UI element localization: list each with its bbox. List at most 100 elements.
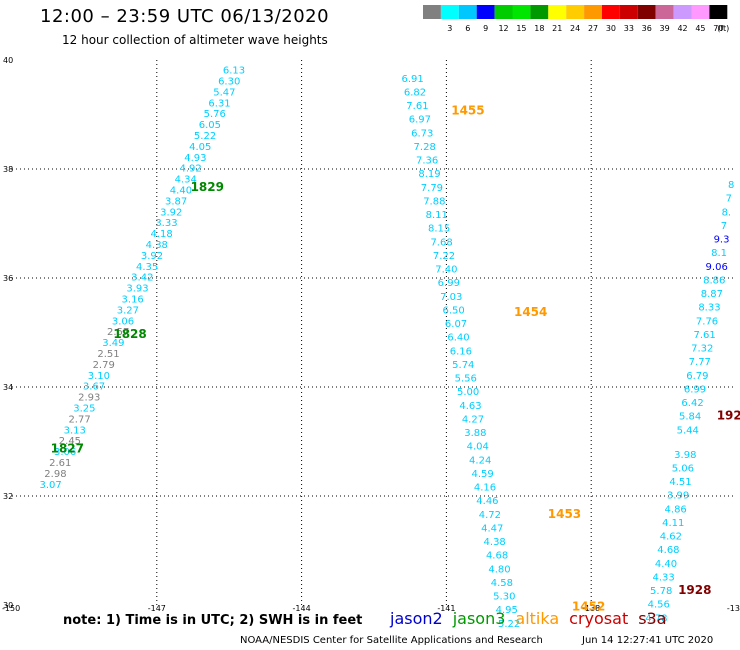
pass-time-label: 1452: [572, 599, 605, 613]
wave-height-value: 2.51: [97, 349, 119, 360]
wave-height-value: 5.30: [493, 592, 515, 603]
footer-note: note: 1) Time is in UTC; 2) SWH is in fe…: [63, 613, 363, 628]
wave-height-value: 4.72: [479, 510, 501, 521]
wave-height-value: 3.13: [64, 425, 86, 436]
wave-height-value: 3.25: [73, 404, 95, 415]
pass-time-label: 1829: [191, 180, 224, 194]
wave-height-value: 3.67: [83, 382, 105, 393]
wave-height-value: 2.98: [44, 469, 66, 480]
scale-swatch: [476, 5, 495, 19]
scale-swatch: [691, 5, 710, 19]
wave-height-value: 4.59: [471, 469, 493, 480]
lat-tick-label: 38: [3, 165, 13, 174]
wave-height-value: 5.84: [679, 412, 701, 423]
wave-height-value: 6.05: [199, 120, 221, 131]
wave-height-value: 6.82: [404, 87, 426, 98]
lat-tick-label: 34: [3, 383, 13, 392]
wave-height-value: 6.40: [447, 333, 469, 344]
pass-time-label: 192: [717, 409, 740, 423]
wave-height-value: 4.62: [660, 532, 682, 543]
lon-tick-label: -141: [437, 604, 455, 613]
wave-height-value: 7.36: [416, 156, 438, 167]
wave-height-value: 4.80: [488, 564, 510, 575]
scale-swatch: [566, 5, 585, 19]
pass-time-label: 1454: [514, 305, 547, 319]
wave-height-value: 7.22: [433, 251, 455, 262]
wave-height-value: 4.92: [179, 164, 201, 175]
wave-height-value: 4.18: [150, 229, 172, 240]
wave-height-value: 4.40: [170, 186, 192, 197]
wave-height-value: 8.1: [711, 248, 727, 259]
wave-height-value: 3.99: [667, 491, 689, 502]
legend-jason2: jason2: [390, 609, 443, 628]
wave-height-value: 6.42: [681, 398, 703, 409]
wave-height-value: 7.40: [435, 265, 457, 276]
wave-height-value: 4.58: [491, 578, 513, 589]
scale-swatch: [637, 5, 656, 19]
wave-height-value: 4.56: [648, 600, 670, 611]
wave-height-value: 6.16: [450, 346, 472, 357]
scale-label: 6: [465, 24, 470, 33]
lat-tick-label: 32: [3, 492, 13, 501]
lon-tick-label: -150: [2, 604, 20, 613]
wave-height-value: 4.38: [146, 240, 168, 251]
wave-height-value: 8.86: [703, 275, 725, 286]
lat-tick-label: 30: [3, 601, 13, 610]
scale-label: 33: [624, 24, 634, 33]
scale-swatch: [602, 5, 620, 19]
wave-height-value: 6.99: [684, 384, 706, 395]
scale-swatch: [512, 5, 531, 19]
wave-height-value: 7.88: [423, 196, 445, 207]
scale-swatch: [548, 5, 567, 19]
wave-height-value: 4.86: [665, 504, 687, 515]
satellite-legend: jason2 jason3 altika cryosat s3a: [390, 609, 677, 628]
wave-height-value: 4.78: [645, 613, 667, 624]
wave-height-value: 5.22: [498, 619, 520, 630]
wave-height-value: 4.33: [652, 572, 674, 583]
scale-swatch: [423, 5, 441, 19]
wave-height-value: 7.61: [406, 101, 428, 112]
wave-height-value: 5.22: [194, 131, 216, 142]
wave-height-value: 3.92: [141, 251, 163, 262]
color-scale-legend: 3 6 9 12 15 18 21 24 27 30 33 36 39 42 45 70(ft): [423, 5, 729, 33]
wave-height-value: 6.73: [411, 128, 433, 139]
scale-label: 39: [660, 24, 670, 33]
pass-time-label: 1455: [451, 104, 484, 118]
scale-unit: (ft): [717, 24, 729, 33]
lon-tick-label: -138: [582, 604, 600, 613]
wave-height-value: 3.10: [88, 371, 110, 382]
wave-height-value: 3.06: [112, 316, 134, 327]
wave-height-value: 5.06: [672, 463, 694, 474]
wave-height-value: 3.93: [126, 284, 148, 295]
wave-height-value: 4.35: [136, 262, 158, 273]
scale-swatch: [655, 5, 674, 19]
wave-height-value: 2.79: [93, 360, 115, 371]
wave-height-value: 3.87: [165, 196, 187, 207]
pass-time-label: 1827: [51, 441, 84, 455]
wave-height-value: 6.50: [443, 305, 465, 316]
scale-swatch: [440, 5, 459, 19]
wave-height-value: 5.56: [455, 374, 477, 385]
scale-label: 70: [713, 24, 723, 33]
wave-height-value: 6.97: [409, 115, 431, 126]
wave-height-value: 3.49: [102, 338, 124, 349]
wave-height-value: 4.46: [476, 496, 498, 507]
wave-height-value: 4.24: [469, 455, 491, 466]
wave-height-value: 5.74: [452, 360, 474, 371]
wave-height-value: 7.68: [430, 237, 452, 248]
wave-height-value: 7.79: [421, 183, 443, 194]
wave-height-value: 9.06: [706, 262, 728, 273]
lon-tick-label: -13: [727, 604, 740, 613]
legend-cryosat: cryosat: [569, 609, 629, 628]
wave-height-value: 3.98: [674, 450, 696, 461]
pass-time-label: 1453: [548, 507, 581, 521]
wave-height-value: 9.3: [714, 235, 730, 246]
pass-time-label: 1828: [113, 327, 146, 341]
scale-label: 3: [447, 24, 452, 33]
scale-swatch: [673, 5, 692, 19]
scale-swatch: [458, 5, 477, 19]
scale-label: 12: [498, 24, 508, 33]
wave-height-value: 4.04: [467, 442, 489, 453]
wave-height-value: 4.68: [657, 545, 679, 556]
wave-height-value: 4.63: [459, 401, 481, 412]
